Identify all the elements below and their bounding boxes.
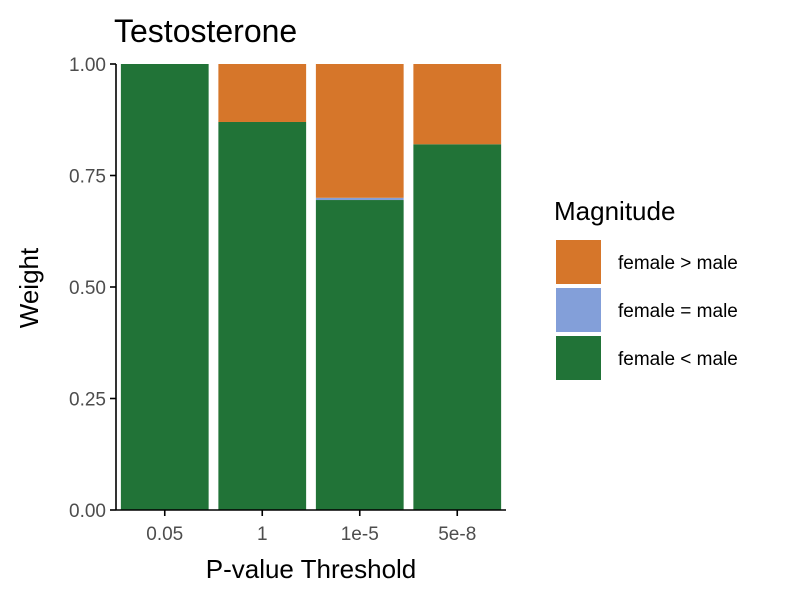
x-tick-label: 5e-8 [438,524,476,545]
bar-1e-5-female-male [315,200,404,510]
bar-1-female-male [218,64,307,122]
x-tick-label: 0.05 [146,524,183,545]
legend-label-female-male: female > male [618,253,738,274]
bar-0-05-female-male [120,64,209,510]
y-axis-title: Weight [14,247,44,328]
x-tick-label: 1e-5 [341,524,379,545]
bar-1e-5-female-male [315,197,404,201]
y-tick-label: 0.00 [69,501,106,522]
bar-1e-5-female-male [315,64,404,198]
legend: Magnitude female > male female = male fema… [554,196,738,380]
y-tick-label: 0.75 [69,167,106,188]
y-tick-label: 0.25 [69,390,106,411]
legend-swatch-female-male [556,240,601,284]
y-tick-label: 1.00 [69,55,106,76]
x-tick-label: 1 [257,524,268,545]
axes-group: 0.00 0.25 0.50 0.75 1.00 0.05 1 1e-5 5e-8 [69,55,506,545]
bar-5e-8-female-male [413,144,502,510]
legend-title: Magnitude [554,196,675,226]
legend-label-female-male: female = male [618,301,738,322]
bar-1-female-male [218,121,307,510]
x-axis-title: P-value Threshold [206,554,417,584]
legend-swatch-female-male [556,288,601,332]
y-tick-label: 0.50 [69,278,106,299]
legend-label-female-male: female < male [618,349,738,370]
bar-5e-8-female-male [413,64,502,145]
legend-swatch-female-male [556,336,601,380]
bars-group [120,64,502,510]
chart-title: Testosterone [114,13,297,49]
